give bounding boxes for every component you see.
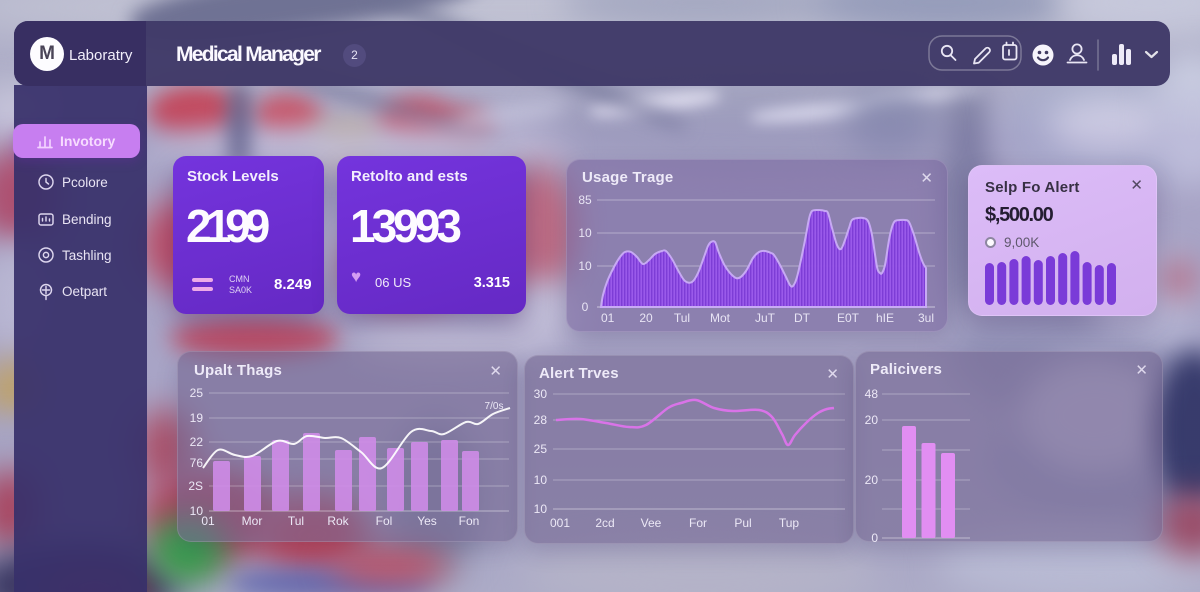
- svg-text:Fon: Fon: [459, 514, 480, 528]
- svg-text:Tul: Tul: [674, 311, 690, 325]
- svg-text:85: 85: [578, 193, 592, 207]
- svg-text:28: 28: [534, 413, 548, 427]
- svg-text:Rok: Rok: [327, 514, 349, 528]
- svg-text:JuT: JuT: [755, 311, 776, 325]
- svg-text:0: 0: [582, 300, 589, 314]
- svg-text:01: 01: [601, 311, 615, 325]
- svg-text:10: 10: [578, 226, 592, 240]
- svg-text:001: 001: [550, 516, 570, 530]
- svg-text:25: 25: [534, 442, 548, 456]
- svg-text:48: 48: [865, 387, 879, 401]
- svg-text:2S: 2S: [188, 479, 203, 493]
- svg-text:01: 01: [201, 514, 215, 528]
- svg-text:Tul: Tul: [288, 514, 304, 528]
- svg-text:10: 10: [534, 473, 548, 487]
- svg-text:DT: DT: [794, 311, 811, 325]
- svg-text:19: 19: [190, 411, 204, 425]
- svg-text:E0T: E0T: [837, 311, 860, 325]
- svg-text:3ul: 3ul: [918, 311, 934, 325]
- svg-text:Yes: Yes: [417, 514, 437, 528]
- svg-text:30: 30: [534, 387, 548, 401]
- svg-text:hIE: hIE: [876, 311, 894, 325]
- svg-text:Mor: Mor: [242, 514, 263, 528]
- svg-text:Fol: Fol: [376, 514, 393, 528]
- svg-text:22: 22: [190, 435, 204, 449]
- svg-text:7/0s: 7/0s: [485, 401, 504, 412]
- svg-text:10: 10: [190, 504, 204, 518]
- svg-text:Tup: Tup: [779, 516, 800, 530]
- svg-text:10: 10: [578, 259, 592, 273]
- svg-text:25: 25: [190, 386, 204, 400]
- svg-text:76: 76: [190, 456, 204, 470]
- svg-text:0: 0: [871, 531, 878, 543]
- svg-text:Mot: Mot: [710, 311, 731, 325]
- svg-text:20: 20: [865, 473, 879, 487]
- svg-text:Pul: Pul: [734, 516, 751, 530]
- svg-text:10: 10: [534, 502, 548, 516]
- svg-text:Vee: Vee: [641, 516, 662, 530]
- svg-text:For: For: [689, 516, 707, 530]
- svg-text:20: 20: [865, 413, 879, 427]
- svg-text:20: 20: [639, 311, 653, 325]
- svg-text:2cd: 2cd: [595, 516, 614, 530]
